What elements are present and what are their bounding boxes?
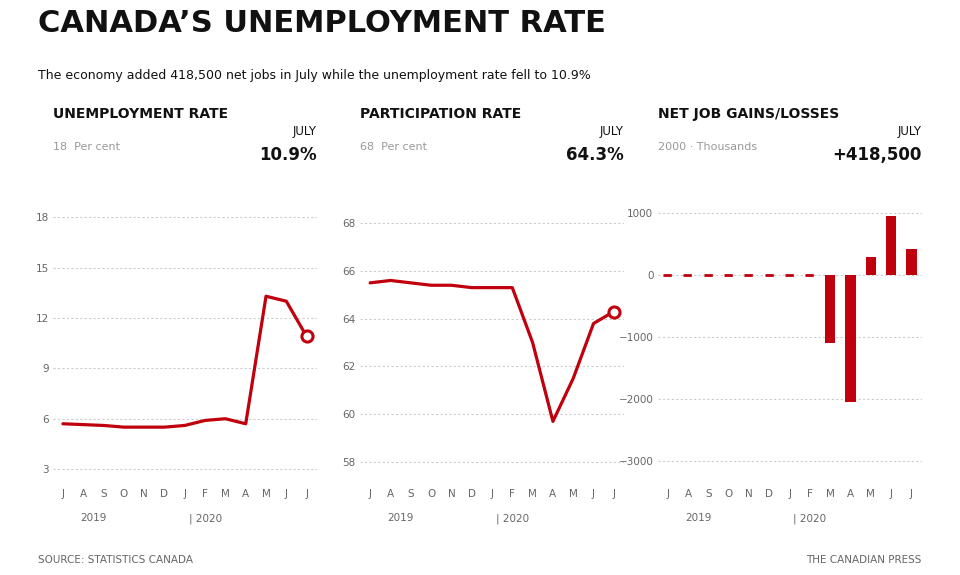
Text: 2019: 2019: [388, 513, 414, 523]
Text: 10.9%: 10.9%: [259, 146, 317, 164]
Text: 64.3%: 64.3%: [566, 146, 624, 164]
Text: The economy added 418,500 net jobs in July while the unemployment rate fell to 1: The economy added 418,500 net jobs in Ju…: [38, 69, 591, 82]
Text: JULY: JULY: [293, 125, 317, 138]
Text: JULY: JULY: [600, 125, 624, 138]
Bar: [886, 216, 897, 275]
Bar: [906, 249, 917, 275]
Text: 2019: 2019: [81, 513, 107, 523]
Text: THE CANADIAN PRESS: THE CANADIAN PRESS: [806, 555, 922, 565]
Text: | 2020: | 2020: [793, 513, 827, 524]
Text: +418,500: +418,500: [832, 146, 922, 164]
Text: 2000 · Thousands: 2000 · Thousands: [658, 143, 756, 152]
Bar: [846, 275, 855, 402]
Text: 2019: 2019: [685, 513, 711, 523]
Text: 18  Per cent: 18 Per cent: [53, 143, 120, 152]
Bar: [826, 275, 835, 343]
Text: UNEMPLOYMENT RATE: UNEMPLOYMENT RATE: [53, 107, 228, 121]
Bar: [866, 256, 876, 275]
Text: | 2020: | 2020: [188, 513, 222, 524]
Text: SOURCE: STATISTICS CANADA: SOURCE: STATISTICS CANADA: [38, 555, 193, 565]
Text: 68  Per cent: 68 Per cent: [360, 143, 427, 152]
Text: CANADA’S UNEMPLOYMENT RATE: CANADA’S UNEMPLOYMENT RATE: [38, 9, 607, 37]
Text: NET JOB GAINS/LOSSES: NET JOB GAINS/LOSSES: [658, 107, 839, 121]
Text: JULY: JULY: [898, 125, 922, 138]
Text: PARTICIPATION RATE: PARTICIPATION RATE: [360, 107, 521, 121]
Text: | 2020: | 2020: [495, 513, 529, 524]
